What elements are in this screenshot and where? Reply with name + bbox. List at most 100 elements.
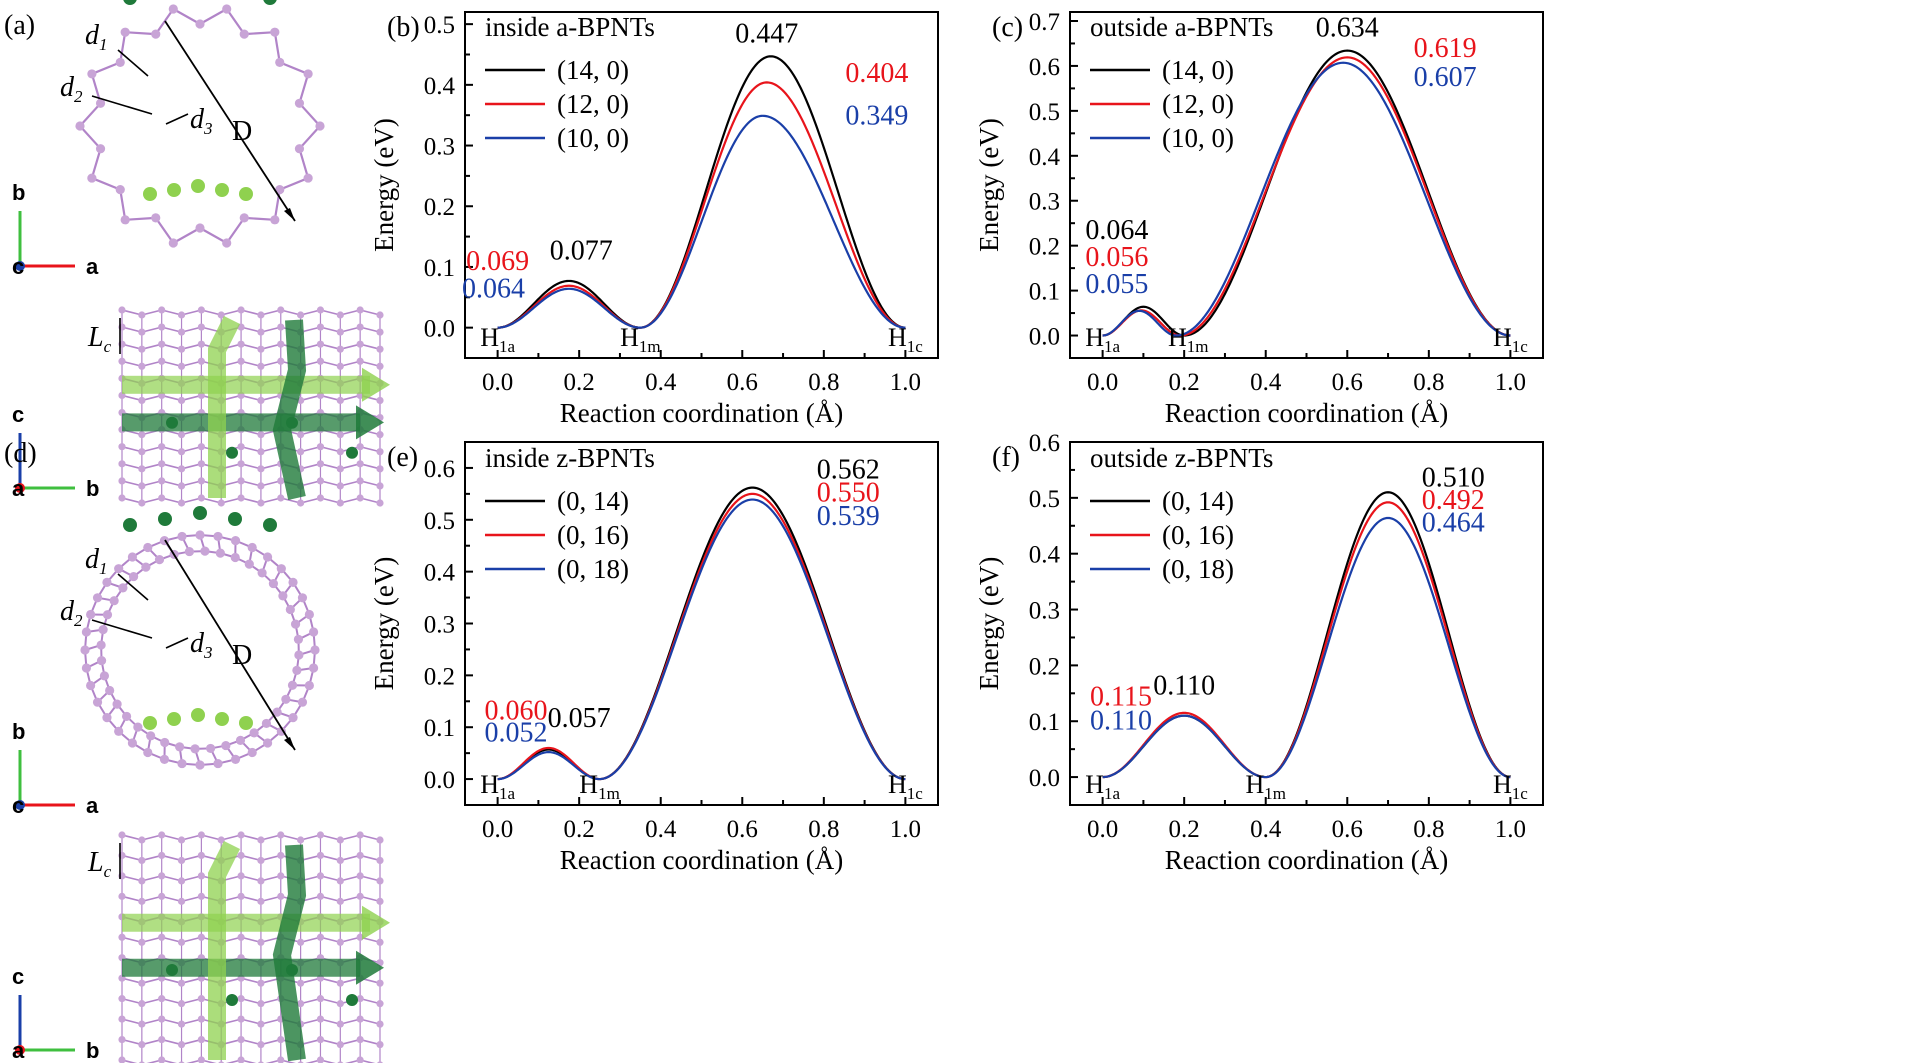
atom xyxy=(336,499,344,507)
data-label: 0.619 xyxy=(1414,33,1477,64)
atom xyxy=(118,995,126,1003)
hydrogen-atom xyxy=(226,994,238,1006)
atom xyxy=(112,699,122,709)
x-tick-label: 0.0 xyxy=(482,369,513,396)
pointer-line xyxy=(117,573,149,601)
y-tick-label: 0.1 xyxy=(1029,279,1060,306)
y-axis-label: Energy (eV) xyxy=(369,118,399,252)
hydrogen-atom-inside xyxy=(143,187,157,201)
d2-label: d2 xyxy=(60,72,83,106)
atom xyxy=(177,856,186,865)
axis-label-y: b xyxy=(12,180,25,205)
y-tick-label: 0.2 xyxy=(1029,653,1060,680)
atom xyxy=(168,238,178,248)
atom xyxy=(197,477,205,485)
atom xyxy=(158,892,166,900)
panel-letter: (d) xyxy=(4,438,37,469)
atom xyxy=(336,396,344,405)
atom xyxy=(197,306,205,314)
axis-label-origin: c xyxy=(12,254,24,279)
diameter-label: D xyxy=(232,640,252,671)
atom xyxy=(278,591,288,601)
atom xyxy=(197,872,205,880)
atom xyxy=(114,564,124,574)
atom xyxy=(109,596,119,606)
atom xyxy=(356,443,364,451)
hydrogen-atom xyxy=(346,994,358,1006)
bond xyxy=(199,8,228,25)
hydrogen-atom xyxy=(286,416,298,429)
atom xyxy=(277,1056,285,1063)
atom xyxy=(177,311,186,319)
y-tick-label: 0.3 xyxy=(424,612,455,639)
data-label: 0.064 xyxy=(462,273,525,304)
x-tick-label: 0.8 xyxy=(808,369,839,396)
data-label: 0.539 xyxy=(817,501,880,532)
series-line-2 xyxy=(1102,516,1511,779)
x-axis-label: Reaction coordination (Å) xyxy=(560,398,843,428)
atom xyxy=(118,477,126,485)
bond xyxy=(172,8,201,25)
atom xyxy=(257,856,265,865)
atom xyxy=(235,735,246,745)
x-tick-label: 0.2 xyxy=(564,369,595,396)
atom xyxy=(316,933,325,941)
state-label: H1a xyxy=(1085,323,1120,356)
atom xyxy=(158,460,166,468)
atom xyxy=(118,831,126,839)
atom xyxy=(102,610,113,620)
y-tick-label: 0.3 xyxy=(1029,598,1060,625)
atom xyxy=(105,685,115,696)
x-tick-label: 0.0 xyxy=(1087,369,1118,396)
atom xyxy=(336,979,344,987)
atom xyxy=(376,836,384,844)
x-tick-label: 0.8 xyxy=(1413,816,1444,843)
legend-label-1: (0, 16) xyxy=(1162,520,1234,550)
atom xyxy=(336,328,344,336)
atom xyxy=(138,396,146,405)
diffusion-arrow-light-vertical xyxy=(208,840,241,1060)
diameter-label: D xyxy=(232,116,252,147)
x-tick-label: 0.2 xyxy=(1169,816,1200,843)
atom xyxy=(138,1020,146,1028)
chart-panel-b: 0.0 0.2 0.4 0.6 0.8 1.0 0.0 0.1 0.2 0.3 0.4 0.5 Reac… xyxy=(369,11,939,428)
chart-title: inside z-BPNTs xyxy=(485,443,655,473)
atom xyxy=(200,546,210,556)
atom xyxy=(356,831,364,839)
data-label: 0.562 xyxy=(817,454,880,485)
atom xyxy=(158,477,166,485)
atom xyxy=(336,311,344,319)
axis-label-x: b xyxy=(86,476,99,501)
diffusion-arrow-light xyxy=(122,375,370,394)
atom xyxy=(230,754,241,764)
atom xyxy=(257,396,265,405)
x-tick-label: 0.6 xyxy=(1332,369,1363,396)
atom xyxy=(159,754,170,764)
bond xyxy=(172,227,201,244)
d1-label: d1 xyxy=(85,544,108,578)
atom xyxy=(336,856,344,865)
x-tick-label: 1.0 xyxy=(890,369,921,396)
atom xyxy=(177,499,186,507)
data-label: 0.052 xyxy=(484,718,547,749)
atom xyxy=(356,995,364,1003)
atom xyxy=(215,548,225,558)
atom xyxy=(247,542,257,553)
atom xyxy=(292,665,302,675)
atom xyxy=(197,1015,205,1023)
atom xyxy=(158,494,166,502)
atom xyxy=(376,877,384,885)
y-tick-label: 0.4 xyxy=(424,560,456,587)
atom xyxy=(376,448,384,456)
arrow-head xyxy=(284,737,295,750)
d2-label: d2 xyxy=(60,596,83,630)
chart-panel-f: 0.0 0.2 0.4 0.6 0.8 1.00.00.10.20.30.40.50.6R… xyxy=(974,430,1544,875)
atom xyxy=(138,499,146,507)
atom xyxy=(336,1000,344,1008)
axis-label-origin: a xyxy=(12,1038,25,1063)
atom xyxy=(87,69,97,79)
data-label: 0.464 xyxy=(1422,507,1485,538)
atom xyxy=(277,831,285,839)
data-label: 0.634 xyxy=(1316,13,1379,44)
bond xyxy=(125,216,156,221)
